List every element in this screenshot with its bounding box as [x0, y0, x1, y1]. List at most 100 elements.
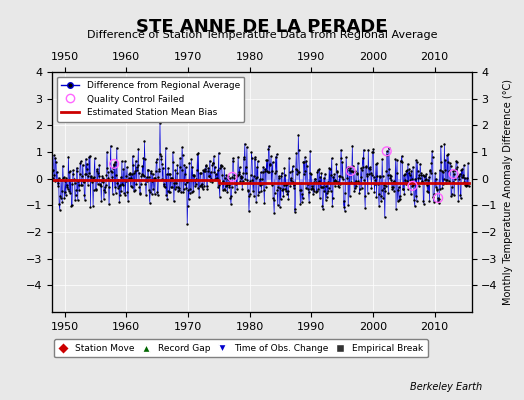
Point — [422, 176, 430, 182]
Point — [160, 184, 169, 190]
Point — [352, 177, 360, 184]
Point — [268, 168, 276, 174]
Point — [169, 149, 177, 155]
Point — [95, 162, 103, 168]
Point — [274, 184, 282, 191]
Point — [395, 184, 403, 190]
Point — [429, 194, 437, 200]
Point — [337, 155, 346, 161]
Point — [394, 187, 402, 193]
Point — [191, 182, 199, 189]
Point — [264, 146, 272, 152]
Point — [234, 154, 242, 160]
Point — [56, 207, 64, 213]
Point — [305, 170, 314, 176]
Point — [388, 185, 397, 192]
Point — [253, 164, 261, 170]
Point — [398, 186, 407, 192]
Point — [201, 165, 209, 172]
Point — [81, 196, 89, 203]
Point — [241, 175, 249, 182]
Point — [133, 166, 141, 173]
Point — [460, 162, 468, 169]
Point — [96, 183, 105, 189]
Point — [420, 173, 429, 179]
Point — [306, 148, 314, 154]
Point — [372, 194, 380, 200]
Point — [69, 167, 77, 173]
Point — [67, 177, 75, 183]
Point — [214, 150, 223, 156]
Point — [386, 175, 395, 181]
Point — [203, 168, 212, 175]
Point — [210, 153, 218, 160]
Point — [162, 171, 171, 177]
Point — [277, 196, 285, 202]
Point — [370, 174, 378, 180]
Point — [253, 174, 261, 180]
Point — [126, 183, 135, 189]
Point — [50, 152, 58, 158]
Point — [366, 164, 374, 171]
Point — [412, 198, 421, 204]
Point — [286, 183, 294, 189]
Point — [59, 162, 67, 169]
Point — [348, 163, 357, 170]
Point — [407, 168, 416, 174]
Point — [327, 172, 335, 178]
Point — [98, 173, 106, 179]
Point — [140, 138, 149, 144]
Point — [130, 170, 138, 177]
Point — [224, 172, 233, 179]
Point — [74, 181, 83, 188]
Point — [245, 192, 254, 199]
Point — [158, 175, 167, 182]
Point — [271, 153, 280, 160]
Point — [204, 165, 212, 172]
Point — [322, 194, 331, 200]
Point — [341, 190, 350, 196]
Point — [78, 173, 86, 179]
Point — [172, 184, 180, 190]
Point — [188, 164, 196, 170]
Point — [282, 182, 290, 188]
Point — [434, 195, 442, 201]
Point — [419, 172, 427, 178]
Point — [212, 176, 221, 182]
Point — [135, 170, 143, 176]
Point — [339, 176, 347, 182]
Point — [294, 147, 303, 154]
Point — [447, 190, 456, 197]
Point — [303, 163, 311, 169]
Point — [244, 187, 252, 194]
Point — [192, 181, 200, 188]
Point — [192, 176, 201, 182]
Point — [307, 171, 315, 178]
Point — [80, 179, 88, 185]
Point — [336, 173, 345, 179]
Point — [418, 177, 427, 184]
Point — [178, 152, 187, 158]
Point — [413, 168, 422, 174]
Point — [221, 186, 230, 193]
Point — [62, 184, 71, 190]
Point — [80, 192, 89, 198]
Point — [178, 144, 186, 150]
Point — [398, 153, 406, 159]
Point — [420, 200, 428, 207]
Point — [72, 186, 80, 193]
Point — [379, 195, 387, 202]
Point — [211, 164, 219, 170]
Point — [263, 168, 271, 175]
Point — [283, 181, 291, 187]
Point — [383, 152, 391, 158]
Point — [55, 201, 63, 208]
Point — [234, 170, 243, 177]
Point — [364, 189, 372, 196]
Point — [97, 178, 106, 184]
Point — [391, 156, 400, 163]
Point — [280, 164, 289, 171]
Point — [69, 170, 78, 177]
Point — [132, 158, 140, 164]
Point — [373, 160, 381, 167]
